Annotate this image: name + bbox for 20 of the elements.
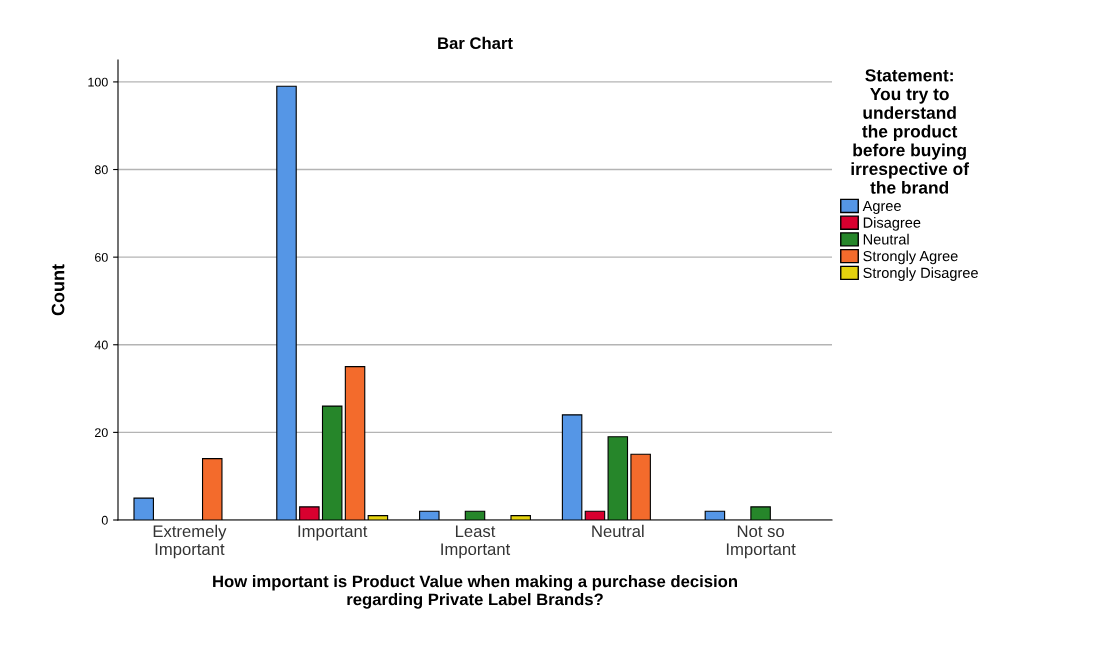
legend-label: Neutral [863,233,909,245]
y-tick-label: 20 [95,428,108,438]
x-tick-label: Least Important [441,525,511,559]
x-axis-title: How important is Product Value when making a purchase decision regarding Private Label Brands? [213,575,738,609]
x-tick-label: Neutral [592,524,644,538]
x-tick-label: Extremely Important [153,524,227,559]
legend-label: Agree [862,200,901,214]
chart-title: Bar Chart [438,36,513,50]
legend-label: Disagree [863,217,921,231]
y-tick-label: 60 [95,252,108,262]
y-tick-label: 0 [101,515,108,525]
legend-label: Strongly Disagree [863,267,978,281]
y-tick-label: 40 [94,340,108,350]
legend-label: Strongly Agree [863,250,958,265]
legend-title: Statement: You try to understand the product before buying irrespective of the brand [851,69,970,194]
y-tick-label: 80 [94,165,108,175]
y-tick-label: 100 [88,77,108,87]
x-tick-label: Not so Important [726,525,796,559]
x-tick-label: Important [298,525,368,541]
y-axis-title: Count [51,264,65,316]
